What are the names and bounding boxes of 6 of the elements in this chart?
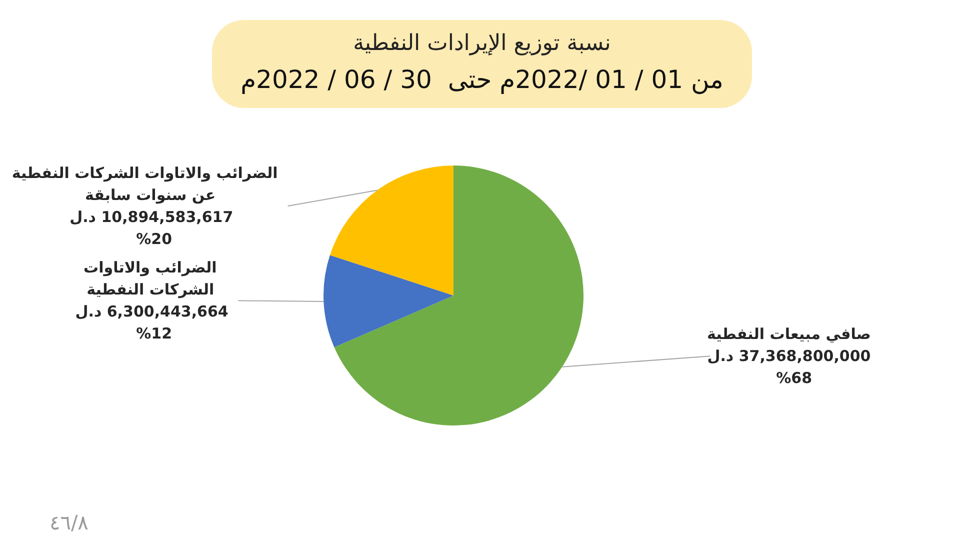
chart-subtitle: من 01 / 01 /2022م حتى 30 / 06 / 2022م [240, 64, 724, 96]
text: ٤٦/٨ [49, 510, 89, 534]
slice-label: الضرائب والاتاوات الشركات النفطية عن سنوات سابقة [12, 164, 278, 204]
chart-title: نسبة توزيع الإيرادات النفطية [352, 30, 612, 58]
slice-label: صافي مبيعات النفطية [707, 325, 871, 344]
slice-label: الضرائب والاتاوات الشركات النفطية [84, 258, 217, 299]
